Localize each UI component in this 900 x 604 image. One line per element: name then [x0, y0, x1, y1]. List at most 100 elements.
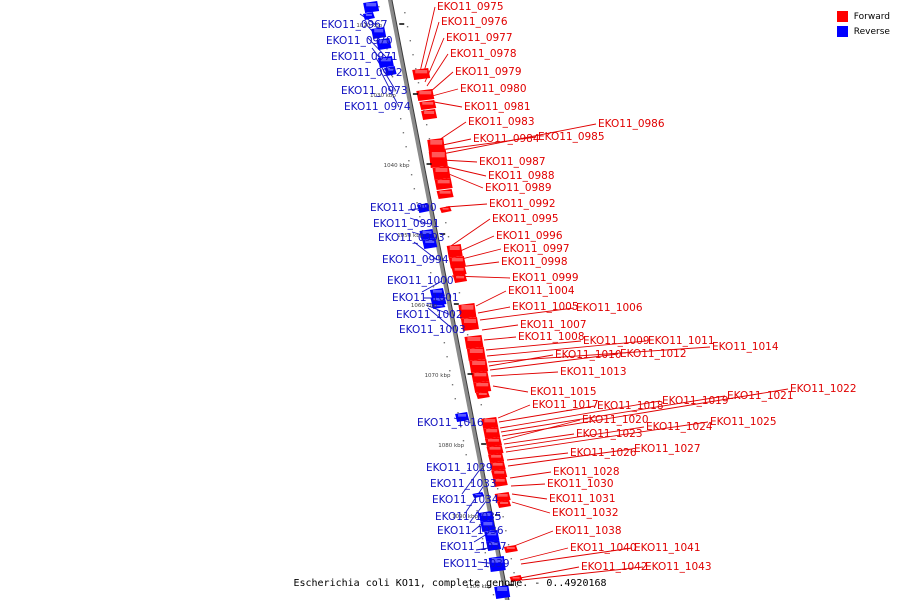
forward-gene-label[interactable]: EKO11_1038	[555, 525, 622, 537]
forward-gene-label[interactable]: EKO11_1012	[620, 348, 687, 360]
forward-gene-label[interactable]: EKO11_0997	[503, 243, 570, 255]
forward-gene-label[interactable]: EKO11_1019	[662, 395, 729, 407]
reverse-gene-block	[371, 27, 387, 39]
forward-leader-line	[477, 306, 511, 314]
axis-dot	[470, 482, 473, 484]
forward-gene-block	[481, 417, 499, 429]
forward-gene-label[interactable]: EKO11_0977	[446, 32, 513, 44]
forward-gene-label[interactable]: EKO11_1021	[727, 390, 794, 402]
forward-gene-block	[419, 100, 437, 110]
reverse-gene-label[interactable]: EKO11_0973	[341, 85, 408, 97]
forward-gene-label[interactable]: EKO11_0995	[492, 213, 559, 225]
reverse-gene-label[interactable]: EKO11_1037	[440, 541, 507, 553]
reverse-gene-label[interactable]: EKO11_1034	[432, 494, 499, 506]
forward-gene-label[interactable]: EKO11_0987	[479, 156, 546, 168]
reverse-gene-label[interactable]: EKO11_1039	[443, 558, 510, 570]
forward-gene-label[interactable]: EKO11_0975	[437, 1, 504, 13]
forward-gene-label[interactable]: EKO11_1018	[597, 400, 664, 412]
reverse-gene-label[interactable]: EKO11_1003	[399, 324, 466, 336]
forward-gene-label[interactable]: EKO11_0976	[441, 16, 508, 28]
genome-axis	[378, 0, 521, 604]
forward-gene-block	[509, 575, 523, 582]
forward-gene-label[interactable]: EKO11_0979	[455, 66, 522, 78]
forward-gene-label[interactable]: EKO11_1028	[553, 466, 620, 478]
axis-dot	[409, 40, 412, 42]
reverse-gene-label[interactable]: EKO11_1002	[396, 309, 463, 321]
forward-gene-label[interactable]: EKO11_1027	[634, 443, 701, 455]
axis-edge	[391, 0, 511, 604]
forward-gene-label[interactable]: EKO11_1032	[552, 507, 619, 519]
reverse-gene-label[interactable]: EKO11_1001	[392, 292, 459, 304]
forward-gene-label[interactable]: EKO11_0984	[473, 133, 540, 145]
forward-leader-line	[475, 290, 507, 307]
forward-gene-label[interactable]: EKO11_0989	[485, 182, 552, 194]
reverse-gene-label[interactable]: EKO11_0971	[331, 51, 398, 63]
reverse-gene-label[interactable]: EKO11_0991	[373, 218, 440, 230]
axis-dot	[399, 118, 402, 120]
forward-gene-label[interactable]: EKO11_1023	[576, 428, 643, 440]
reverse-gene-label[interactable]: EKO11_0970	[326, 35, 393, 47]
forward-gene-block	[494, 492, 511, 502]
reverse-gene-label[interactable]: EKO11_1035	[435, 511, 502, 523]
axis-dot	[430, 272, 432, 274]
axis-dot	[480, 404, 482, 406]
reverse-gene-label[interactable]: EKO11_1029	[426, 462, 493, 474]
forward-gene-block	[460, 317, 479, 331]
forward-gene-label[interactable]: EKO11_1020	[582, 414, 649, 426]
forward-gene-label[interactable]: EKO11_1008	[518, 331, 585, 343]
axis-dot	[419, 216, 421, 218]
reverse-gene-label[interactable]: EKO11_0994	[382, 254, 449, 266]
forward-gene-label[interactable]: EKO11_0999	[512, 272, 579, 284]
reverse-gene-label[interactable]: EKO11_0990	[370, 202, 437, 214]
forward-leader-line	[489, 353, 619, 371]
forward-gene-label[interactable]: EKO11_1022	[790, 383, 857, 395]
reverse-gene-label[interactable]: EKO11_0974	[344, 101, 411, 113]
axis-dot	[445, 222, 447, 224]
forward-gene-label[interactable]: EKO11_1043	[645, 561, 712, 573]
forward-gene-label[interactable]: EKO11_0986	[598, 118, 665, 130]
forward-gene-label[interactable]: EKO11_1010	[555, 349, 622, 361]
reverse-gene-label[interactable]: EKO11_1033	[430, 478, 497, 490]
reverse-gene-label[interactable]: EKO11_0967	[321, 19, 388, 31]
forward-gene-label[interactable]: EKO11_1031	[549, 493, 616, 505]
axis-dot	[466, 334, 469, 336]
forward-gene-label[interactable]: EKO11_1026	[570, 447, 637, 459]
forward-gene-label[interactable]: EKO11_0998	[501, 256, 568, 268]
forward-gene-label[interactable]: EKO11_1007	[520, 319, 587, 331]
tick-label: 1050 kbp	[397, 233, 423, 239]
forward-gene-label[interactable]: EKO11_0988	[488, 170, 555, 182]
forward-gene-label[interactable]: EKO11_1017	[532, 399, 599, 411]
forward-gene-label[interactable]: EKO11_1042	[581, 561, 648, 573]
forward-leader-line	[442, 165, 487, 177]
axis-dot	[408, 160, 410, 162]
forward-gene-label[interactable]: EKO11_1013	[560, 366, 627, 378]
forward-gene-label[interactable]: EKO11_0978	[450, 48, 517, 60]
forward-gene-label[interactable]: EKO11_0981	[464, 101, 531, 113]
forward-gene-label[interactable]: EKO11_1015	[530, 386, 597, 398]
forward-gene-label[interactable]: EKO11_0996	[496, 230, 563, 242]
forward-gene-label[interactable]: EKO11_1004	[508, 285, 575, 297]
reverse-gene-label[interactable]: EKO11_1036	[437, 525, 504, 537]
forward-gene-label[interactable]: EKO11_1030	[547, 478, 614, 490]
forward-gene-label[interactable]: EKO11_1006	[576, 302, 643, 314]
axis-dot	[468, 468, 470, 470]
forward-gene-label[interactable]: EKO11_1014	[712, 341, 779, 353]
forward-gene-label[interactable]: EKO11_1025	[710, 416, 777, 428]
forward-gene-label[interactable]: EKO11_1041	[634, 542, 701, 554]
forward-gene-label[interactable]: EKO11_0980	[460, 83, 527, 95]
forward-gene-label[interactable]: EKO11_1011	[648, 335, 715, 347]
reverse-gene-label[interactable]: EKO11_0993	[378, 232, 445, 244]
forward-gene-label[interactable]: EKO11_1024	[646, 421, 713, 433]
tick-label: 1070 kbp	[425, 373, 451, 379]
forward-gene-label[interactable]: EKO11_0985	[538, 131, 605, 143]
forward-gene-label[interactable]: EKO11_1040	[570, 542, 637, 554]
reverse-gene-label[interactable]: EKO11_0972	[336, 67, 403, 79]
axis-dot	[496, 488, 499, 490]
forward-gene-label[interactable]: EKO11_1009	[583, 335, 650, 347]
forward-gene-label[interactable]: EKO11_0983	[468, 116, 535, 128]
reverse-gene-label[interactable]: EKO11_1000	[387, 275, 454, 287]
reverse-gene-label[interactable]: EKO11_1016	[417, 417, 484, 429]
forward-gene-label[interactable]: EKO11_0992	[489, 198, 556, 210]
forward-gene-label[interactable]: EKO11_1005	[512, 301, 579, 313]
